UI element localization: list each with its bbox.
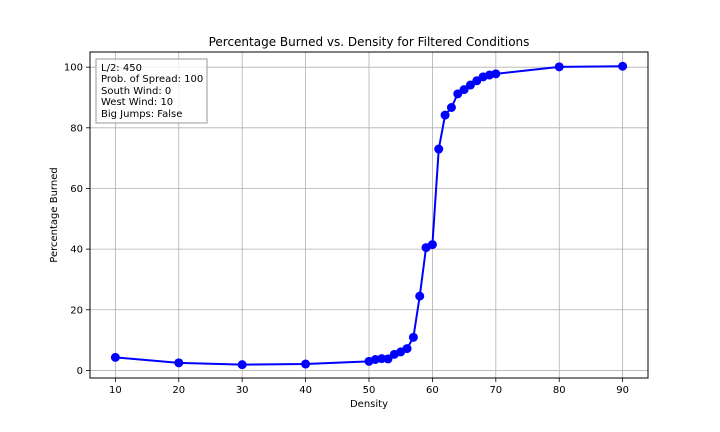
- data-point: [554, 62, 564, 72]
- data-point: [459, 85, 469, 95]
- data-point: [110, 352, 120, 362]
- data-point: [415, 291, 425, 301]
- data-point: [427, 240, 437, 250]
- annotation-box: L/2: 450 Prob. of Spread: 100 South Wind…: [95, 58, 208, 124]
- y-tick-label: 20: [70, 305, 83, 316]
- x-tick-label: 90: [616, 385, 629, 396]
- axis-ticks: 10 20 30 40 50 60 70 80 90 0 20 40 60 80 100: [64, 63, 629, 396]
- data-point: [402, 344, 412, 354]
- chart-title: Percentage Burned vs. Density for Filter…: [209, 35, 530, 49]
- x-tick-label: 40: [299, 385, 312, 396]
- x-tick-label: 30: [236, 385, 249, 396]
- annotation-line: West Wind: 10: [101, 97, 173, 108]
- x-tick-label: 70: [489, 385, 502, 396]
- series-layer: [110, 61, 628, 370]
- annotation-line: Prob. of Spread: 100: [101, 74, 203, 85]
- data-point: [440, 110, 450, 120]
- annotation-line: L/2: 450: [101, 63, 142, 74]
- x-tick-label: 50: [363, 385, 376, 396]
- data-point: [237, 360, 247, 370]
- data-point: [383, 354, 393, 364]
- data-point: [446, 102, 456, 112]
- annotation-line: Big Jumps: False: [101, 109, 182, 120]
- data-point: [301, 359, 311, 369]
- x-tick-label: 80: [553, 385, 566, 396]
- y-tick-label: 40: [70, 245, 83, 256]
- y-tick-label: 60: [70, 184, 83, 195]
- data-point: [434, 144, 444, 154]
- annotation-box-frame: [95, 58, 208, 124]
- x-tick-label: 10: [109, 385, 122, 396]
- annotation-line: South Wind: 0: [101, 86, 171, 97]
- data-point: [377, 354, 387, 364]
- x-axis-label: Density: [350, 399, 388, 410]
- data-point: [408, 332, 418, 342]
- grid: [90, 52, 648, 378]
- y-axis-label: Percentage Burned: [49, 167, 60, 262]
- plot-area: [89, 51, 649, 379]
- data-point: [491, 69, 501, 79]
- data-point: [618, 61, 628, 71]
- data-point: [465, 80, 475, 90]
- y-tick-label: 80: [70, 123, 83, 134]
- data-point: [453, 89, 463, 99]
- x-tick-label: 60: [426, 385, 439, 396]
- data-point: [174, 358, 184, 368]
- x-tick-label: 20: [172, 385, 185, 396]
- y-tick-label: 0: [77, 366, 83, 377]
- y-tick-label: 100: [64, 63, 83, 74]
